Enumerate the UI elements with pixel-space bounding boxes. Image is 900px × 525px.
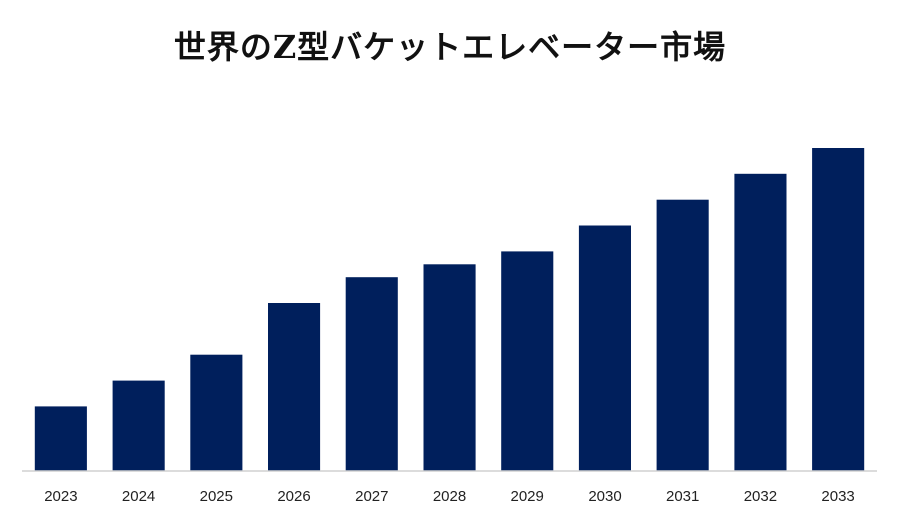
bar-2033 bbox=[812, 148, 865, 471]
x-tick-label-2029: 2029 bbox=[511, 488, 544, 505]
bar-2028 bbox=[423, 264, 476, 471]
bar-2029 bbox=[501, 251, 554, 471]
bar-2032 bbox=[734, 173, 787, 472]
x-tick-label-2026: 2026 bbox=[277, 488, 310, 505]
x-tick-label-2032: 2032 bbox=[744, 488, 777, 505]
x-tick-label-2024: 2024 bbox=[122, 488, 155, 505]
x-tick-label-2033: 2033 bbox=[821, 488, 854, 505]
x-tick-label-2031: 2031 bbox=[666, 488, 699, 505]
x-tick-label-2027: 2027 bbox=[355, 488, 388, 505]
x-tick-label-2030: 2030 bbox=[588, 488, 621, 505]
bar-2031 bbox=[656, 199, 709, 471]
x-tick-label-2028: 2028 bbox=[433, 488, 466, 505]
x-tick-label-2025: 2025 bbox=[200, 488, 233, 505]
chart-title: 世界のZ型バケットエレベーター市場 bbox=[173, 28, 727, 66]
bar-2025 bbox=[190, 354, 243, 471]
bar-2027 bbox=[345, 277, 398, 471]
x-tick-label-2023: 2023 bbox=[44, 488, 77, 505]
bar-2030 bbox=[578, 225, 631, 471]
bar-2023 bbox=[34, 406, 87, 471]
bar-2024 bbox=[112, 380, 165, 471]
x-tick-labels: 2023 2024 2025 2026 2027 2028 2029 2030 2031 2032… bbox=[44, 488, 855, 505]
bar-2026 bbox=[268, 303, 321, 471]
bars-group bbox=[34, 148, 865, 472]
